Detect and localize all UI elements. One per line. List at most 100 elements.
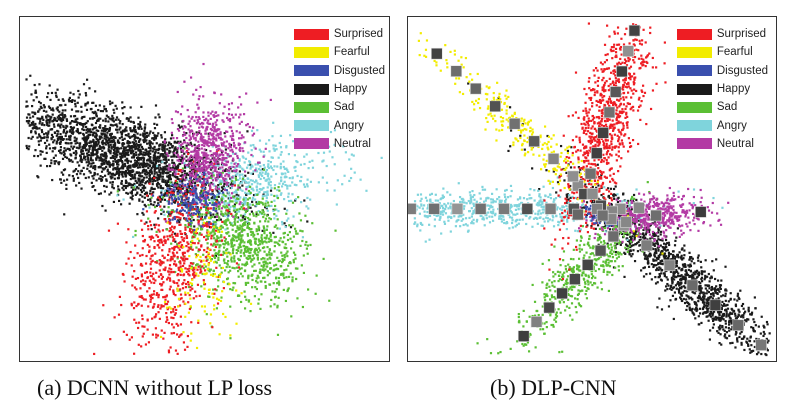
scatter-point xyxy=(176,201,179,204)
scatter-point xyxy=(276,282,279,285)
scatter-point xyxy=(261,229,264,232)
scatter-point xyxy=(260,173,263,176)
scatter-point xyxy=(160,277,163,280)
scatter-point xyxy=(279,134,283,138)
scatter-point xyxy=(247,177,250,180)
scatter-point xyxy=(235,211,238,214)
scatter-point xyxy=(161,143,164,147)
scatter-point xyxy=(68,147,71,151)
scatter-point xyxy=(252,143,255,147)
scatter-point xyxy=(49,98,52,102)
scatter-point xyxy=(225,262,229,265)
scatter-point xyxy=(63,168,67,171)
scatter-point xyxy=(200,305,204,308)
scatter-point xyxy=(169,143,172,146)
scatter-point xyxy=(244,281,247,285)
scatter-point xyxy=(107,115,110,119)
scatter-point xyxy=(185,188,188,191)
scatter-point xyxy=(93,153,96,156)
scatter-point xyxy=(273,187,276,190)
scatter-point xyxy=(245,124,248,127)
scatter-point xyxy=(214,144,217,147)
scatter-point xyxy=(65,142,68,145)
scatter-point xyxy=(237,165,240,168)
scatter-point xyxy=(188,162,191,165)
scatter-point xyxy=(230,192,234,195)
scatter-point xyxy=(91,140,94,143)
scatter-point xyxy=(184,193,187,197)
scatter-point xyxy=(252,189,255,192)
scatter-point xyxy=(348,158,351,161)
scatter-point xyxy=(153,168,156,171)
scatter-point xyxy=(277,242,280,245)
scatter-point xyxy=(87,176,90,179)
scatter-point xyxy=(202,281,206,284)
scatter-point xyxy=(189,162,193,165)
scatter-point xyxy=(59,142,62,145)
scatter-point xyxy=(198,130,201,133)
scatter-point xyxy=(124,164,127,168)
scatter-point xyxy=(119,157,123,160)
scatter-point xyxy=(43,141,47,145)
scatter-point xyxy=(107,120,110,123)
scatter-point xyxy=(180,297,183,300)
scatter-point xyxy=(256,188,259,191)
scatter-point xyxy=(216,212,219,215)
scatter-point xyxy=(165,141,168,144)
scatter-point xyxy=(285,146,288,149)
scatter-point xyxy=(205,259,208,262)
scatter-point xyxy=(200,176,204,180)
scatter-point xyxy=(209,207,212,210)
scatter-point xyxy=(129,116,132,119)
scatter-point xyxy=(204,132,208,135)
scatter-point xyxy=(133,141,136,144)
scatter-point xyxy=(194,153,197,156)
scatter-point xyxy=(157,174,160,177)
scatter-point xyxy=(178,178,181,181)
scatter-point xyxy=(104,107,107,111)
scatter-point xyxy=(229,223,233,226)
scatter-point xyxy=(126,160,129,163)
scatter-point xyxy=(144,173,147,176)
scatter-point xyxy=(214,166,217,169)
scatter-point xyxy=(270,167,273,170)
scatter-point xyxy=(267,220,270,223)
scatter-point xyxy=(205,160,208,164)
scatter-point xyxy=(197,121,200,124)
scatter-point xyxy=(62,99,65,102)
scatter-point xyxy=(135,160,138,163)
scatter-point xyxy=(247,248,250,251)
scatter-point xyxy=(238,146,242,149)
scatter-point xyxy=(172,189,175,192)
scatter-point xyxy=(123,105,126,109)
scatter-point xyxy=(176,148,179,151)
scatter-point xyxy=(247,171,250,174)
scatter-point xyxy=(157,199,160,202)
scatter-point xyxy=(274,172,278,176)
scatter-point xyxy=(179,315,182,318)
scatter-point xyxy=(287,287,290,290)
scatter-point xyxy=(209,132,212,135)
scatter-point xyxy=(209,117,212,121)
scatter-point xyxy=(285,268,288,271)
scatter-point xyxy=(181,174,184,177)
scatter-point xyxy=(73,114,77,118)
scatter-point xyxy=(138,139,141,143)
scatter-point xyxy=(228,201,231,204)
scatter-point xyxy=(273,213,276,216)
scatter-point xyxy=(167,180,170,184)
scatter-point xyxy=(217,279,220,282)
scatter-point xyxy=(98,135,101,138)
scatter-point xyxy=(48,115,51,118)
scatter-point xyxy=(219,168,222,171)
scatter-point xyxy=(102,162,106,165)
scatter-point xyxy=(170,332,173,335)
scatter-point xyxy=(193,266,196,269)
scatter-point xyxy=(273,303,276,306)
scatter-point xyxy=(205,250,208,254)
scatter-point xyxy=(175,165,178,168)
scatter-point xyxy=(126,192,130,195)
scatter-point xyxy=(214,245,217,249)
scatter-point xyxy=(91,111,94,114)
scatter-point xyxy=(172,326,175,329)
